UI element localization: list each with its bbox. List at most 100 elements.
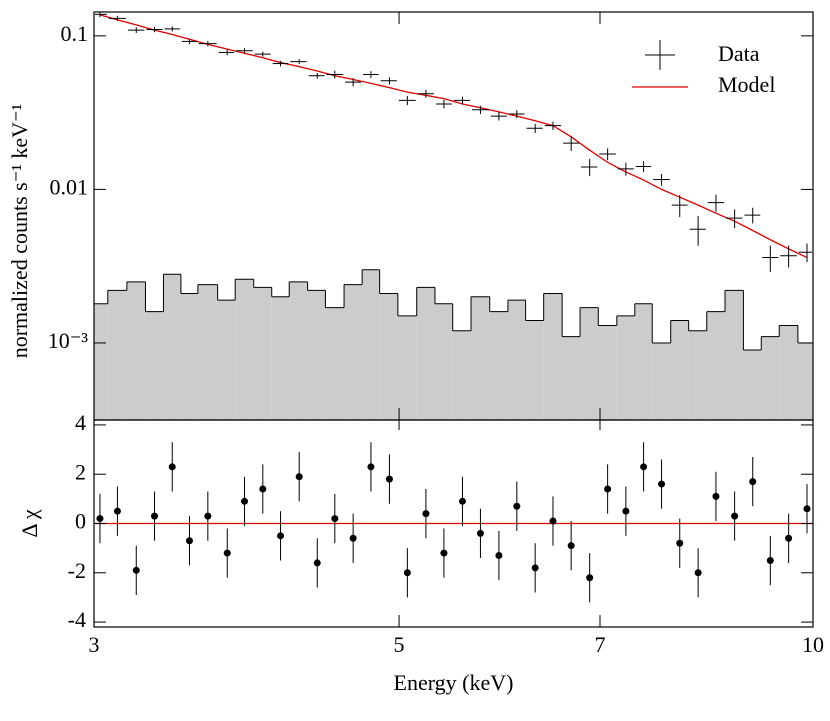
residual-point (712, 492, 720, 500)
legend-label: Data (718, 41, 760, 66)
residual-point (331, 515, 339, 523)
background-bar (797, 342, 813, 420)
background-bar (543, 293, 563, 420)
residual-point (676, 539, 684, 547)
legend-label: Model (718, 72, 775, 97)
residual-point (658, 480, 666, 488)
plot-frame (93, 419, 814, 628)
background-bar (525, 320, 544, 420)
background-bar (452, 330, 471, 420)
residual-point (113, 507, 121, 515)
residual-point (458, 497, 466, 505)
background-bar (307, 290, 326, 420)
background-bar (507, 300, 526, 420)
residual-point (96, 515, 104, 523)
residual-point (151, 512, 159, 520)
y-tick-label: 10⁻³ (48, 328, 89, 353)
background-bar (253, 287, 272, 420)
residual-point (422, 510, 430, 518)
background-bar (271, 296, 290, 420)
y-tick-label: 4 (75, 410, 86, 435)
residual-point (185, 537, 193, 545)
background-bar (217, 300, 236, 420)
y-tick-label: 2 (75, 459, 86, 484)
residual-point (604, 485, 612, 493)
background-bar (397, 315, 417, 420)
background-bar (652, 342, 671, 420)
x-axis-label: Energy (keV) (394, 670, 514, 695)
y-tick-label: -2 (68, 558, 86, 583)
residual-point (385, 475, 393, 483)
residual-point (766, 556, 774, 564)
background-bar (197, 284, 218, 420)
residual-point (531, 564, 539, 572)
residual-point (132, 566, 140, 574)
background-bar (344, 284, 363, 420)
x-tick-label: 7 (594, 632, 605, 657)
background-bar (670, 320, 689, 420)
residual-point (295, 473, 303, 481)
residual-point (513, 502, 521, 510)
background-bar (706, 311, 726, 420)
residual-point (223, 549, 231, 557)
y-tick-label: 0 (75, 509, 86, 534)
background-bar (434, 303, 453, 420)
background-bar (598, 325, 617, 420)
x-tick-label: 10 (802, 632, 824, 657)
background-bar (725, 290, 744, 420)
background-bar (235, 279, 254, 420)
background-bar (562, 336, 581, 420)
background-bar (180, 293, 198, 420)
residual-point (749, 478, 757, 486)
residual-point (549, 517, 557, 525)
residual-point (367, 463, 375, 471)
background-bar (362, 269, 380, 420)
residual-point (785, 534, 793, 542)
background-bar (580, 307, 599, 420)
residual-point (803, 505, 811, 513)
residual-point (731, 512, 739, 520)
residual-point (168, 463, 176, 471)
residual-point (622, 507, 630, 515)
y-tick-label: 0.01 (50, 174, 89, 199)
residual-point (241, 497, 249, 505)
background-bar (107, 290, 127, 420)
residual-point (349, 534, 357, 542)
x-tick-label: 5 (394, 632, 405, 657)
background-bar (761, 336, 780, 420)
model-line (99, 14, 808, 259)
background-bar (616, 315, 635, 420)
background-bar (163, 274, 181, 420)
y-tick-label: 0.1 (61, 21, 89, 46)
y-axis-label: normalized counts s⁻¹ keV⁻¹ (7, 104, 32, 359)
residual-point (640, 463, 648, 471)
background-bar (779, 325, 798, 420)
background-bar (416, 287, 435, 420)
background-bar (145, 311, 164, 420)
background-bar (289, 281, 308, 420)
background-bar (325, 307, 345, 420)
residual-point (567, 542, 575, 550)
residual-point (440, 549, 448, 557)
background-bar (688, 330, 707, 420)
background-bar (126, 281, 146, 420)
residual-point (495, 552, 503, 560)
y-tick-label: -4 (68, 607, 86, 632)
background-bar (94, 303, 108, 420)
background-bar (379, 293, 398, 420)
x-tick-label: 3 (89, 632, 100, 657)
residual-point (204, 512, 212, 520)
residual-point (586, 574, 594, 582)
background-bar (470, 296, 490, 420)
y-axis-label: Δ χ (17, 509, 42, 537)
residual-point (259, 485, 267, 493)
background-bar (489, 311, 508, 420)
residual-point (277, 532, 285, 540)
background-bar (634, 303, 653, 420)
residual-point (476, 529, 484, 537)
residual-point (313, 559, 321, 567)
residual-point (403, 569, 411, 577)
residual-point (694, 569, 702, 577)
